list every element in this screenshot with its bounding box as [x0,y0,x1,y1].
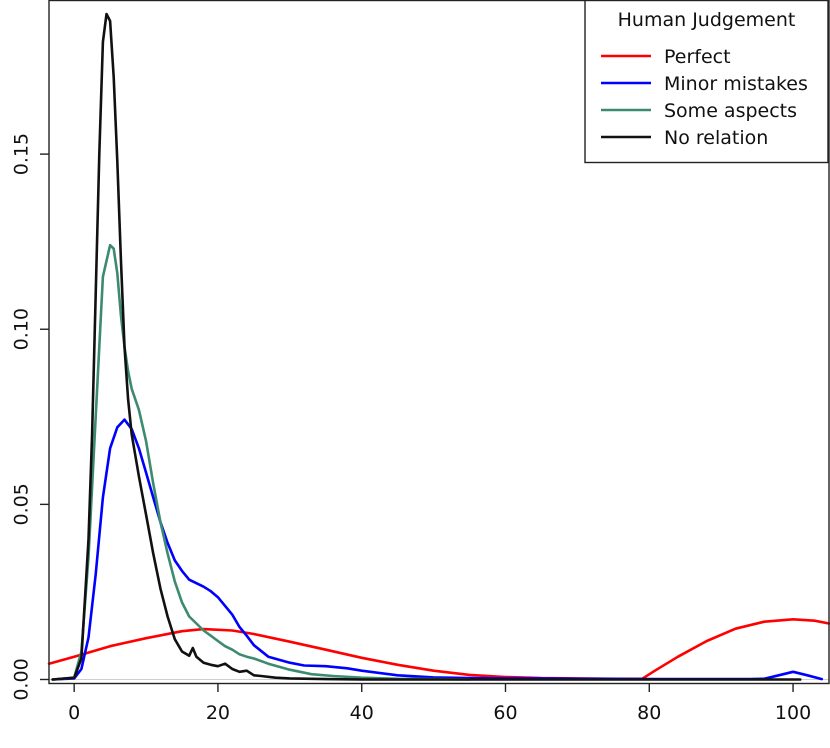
y-axis: 0.00 0.05 0.10 0.15 [11,133,49,701]
series-line-some-aspects [51,243,471,681]
legend-box [584,0,829,164]
series-line-perfect [47,618,830,681]
x-tick-label: 60 [493,702,517,724]
x-tick-label: 80 [637,702,661,724]
legend-title: Human Judgement [618,9,796,31]
y-tick-label: 0.05 [11,483,33,525]
legend-label: Some aspects [664,100,797,122]
plot-frame [48,0,830,685]
legend: Human Judgement Perfect Minor mistakes Some… [584,0,829,164]
y-tick-label: 0.15 [11,133,33,175]
legend-label: Minor mistakes [664,73,808,95]
series-group [47,12,830,681]
x-tick-label: 20 [206,702,230,724]
x-tick-label: 0 [68,702,80,724]
legend-label: Perfect [664,46,731,68]
y-tick-label: 0.00 [11,658,33,700]
y-tick-label: 0.10 [11,308,33,350]
x-tick-label: 40 [350,702,374,724]
x-tick-label: 100 [775,702,811,724]
x-axis: 0 20 40 60 80 100 [68,683,811,724]
legend-label: No relation [664,127,768,149]
series-line-no-relation [51,12,802,681]
